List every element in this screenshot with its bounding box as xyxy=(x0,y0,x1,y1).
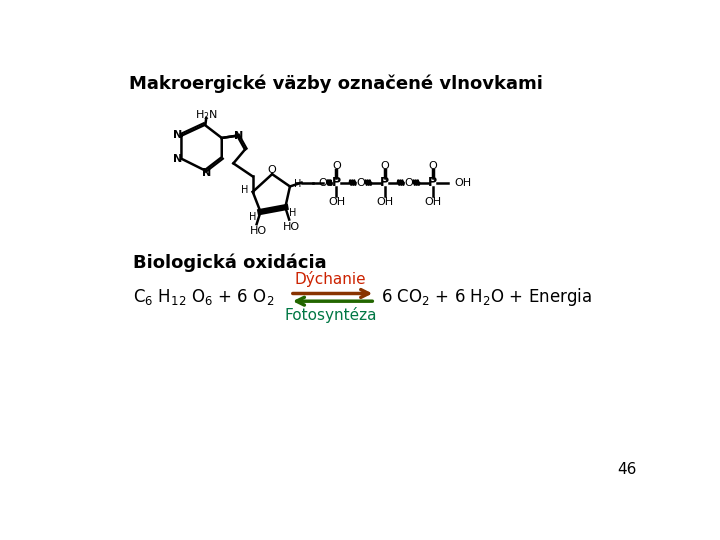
Text: H: H xyxy=(241,185,248,194)
Text: O: O xyxy=(380,161,389,171)
Text: N: N xyxy=(234,131,243,141)
Text: H: H xyxy=(294,179,302,189)
Text: Makroergické väzby označené vlnovkami: Makroergické väzby označené vlnovkami xyxy=(129,75,543,93)
Text: 46: 46 xyxy=(617,462,636,477)
Text: O: O xyxy=(404,178,413,187)
Text: P: P xyxy=(332,176,341,189)
Text: H: H xyxy=(289,208,297,218)
Text: P: P xyxy=(428,176,437,189)
Text: N: N xyxy=(173,130,182,140)
Text: OH: OH xyxy=(376,197,393,207)
Text: 6 CO$_2$ + 6 H$_2$O + Energia: 6 CO$_2$ + 6 H$_2$O + Energia xyxy=(381,286,592,308)
Text: N: N xyxy=(173,154,182,164)
Text: OH: OH xyxy=(454,178,472,187)
Text: O: O xyxy=(332,161,341,171)
Text: HO: HO xyxy=(283,221,300,232)
Text: OH: OH xyxy=(424,197,441,207)
Text: O: O xyxy=(356,178,365,187)
Text: H$_2$N: H$_2$N xyxy=(195,108,217,122)
Text: P: P xyxy=(380,176,389,189)
Text: O: O xyxy=(428,161,437,171)
Text: OH: OH xyxy=(328,197,345,207)
Text: Biologická oxidácia: Biologická oxidácia xyxy=(132,253,326,272)
Text: O: O xyxy=(268,165,276,176)
Text: N: N xyxy=(202,167,212,178)
Text: O: O xyxy=(318,178,327,187)
Text: H: H xyxy=(249,212,256,222)
Text: HO: HO xyxy=(250,226,266,236)
Text: C$_6$ H$_{12}$ O$_6$ + 6 O$_2$: C$_6$ H$_{12}$ O$_6$ + 6 O$_2$ xyxy=(132,287,274,307)
Text: Fotosyntéza: Fotosyntéza xyxy=(284,307,377,323)
Text: Dýchanie: Dýchanie xyxy=(294,271,366,287)
